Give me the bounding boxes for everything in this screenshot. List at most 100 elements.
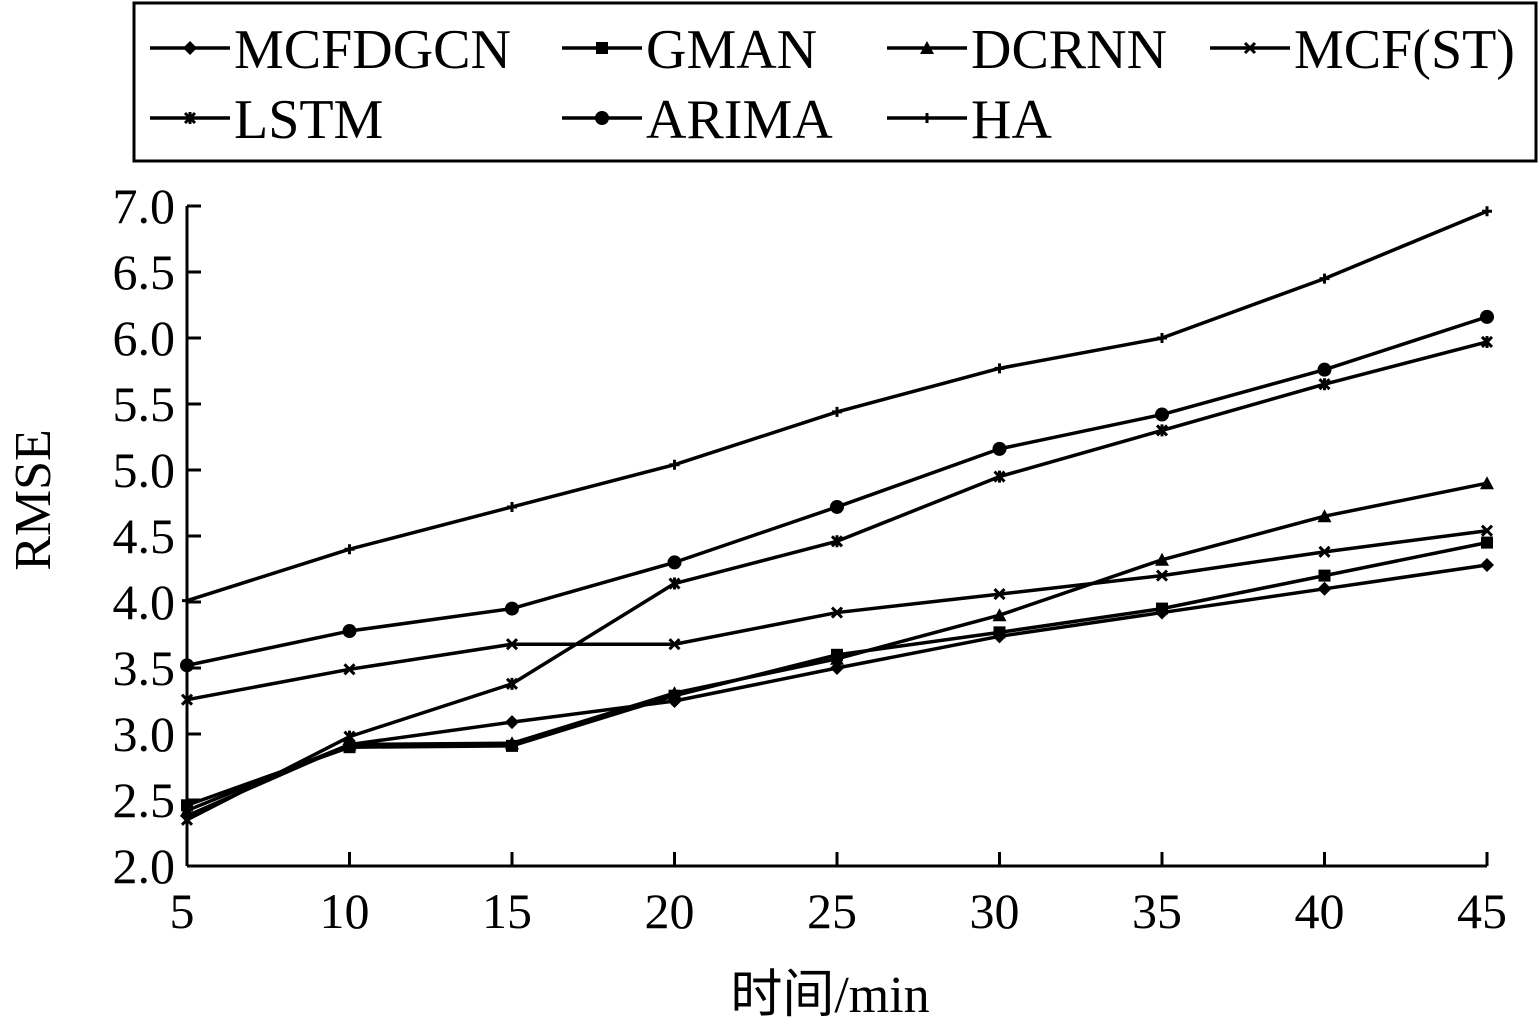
legend-entry-dcrnn: DCRNN: [887, 19, 1167, 81]
x-tick-label: 30: [970, 883, 1020, 939]
series-ha: [182, 206, 1492, 606]
series-lstm: [180, 335, 1494, 826]
data-point-ha: [669, 459, 680, 470]
series-line-dcrnn: [186, 481, 1488, 813]
data-point-mcf-st: [993, 588, 1006, 601]
data-point-ha: [344, 544, 355, 555]
data-point-mcf-st: [180, 693, 194, 706]
data-point-dcrnn: [667, 686, 682, 700]
legend-marker-lstm: [183, 111, 197, 125]
data-point-mcf-st: [505, 638, 519, 651]
legend-entry-ha: HA: [887, 89, 1052, 151]
data-point-mcfdgcn: [1480, 558, 1494, 573]
data-point-dcrnn: [992, 608, 1007, 622]
data-point-ha: [182, 595, 192, 606]
series-mcfdgcn: [180, 558, 1494, 823]
x-tick-label: 25: [807, 883, 857, 939]
legend-label-mcfdgcn: MCFDGCN: [234, 19, 511, 81]
data-point-gman: [1318, 569, 1331, 582]
data-point-arima: [992, 441, 1007, 456]
x-tick-label: 20: [645, 883, 695, 939]
data-point-arima: [1155, 407, 1169, 422]
y-axis-label: RMSE: [5, 429, 62, 571]
x-axis-label: 时间/min: [730, 967, 929, 1024]
legend-entry-mcf-st: MCF(ST): [1210, 19, 1515, 81]
y-tick-label: 4.5: [113, 508, 176, 564]
legend-entry-mcfdgcn: MCFDGCN: [150, 19, 511, 81]
data-point-arima: [1317, 362, 1332, 377]
data-point-mcf-st: [1480, 524, 1494, 537]
y-tick-label: 6.5: [113, 244, 176, 300]
series-line-mcfdgcn: [186, 563, 1488, 818]
data-point-dcrnn: [342, 737, 357, 751]
data-point-lstm: [343, 730, 356, 743]
y-tick-label: 3.5: [113, 640, 176, 696]
legend-entry-gman: GMAN: [562, 19, 817, 81]
y-tick-label: 7.0: [113, 178, 176, 234]
data-point-mcf-st: [343, 663, 356, 676]
x-tick-label: 40: [1295, 883, 1345, 939]
y-tick-label: 2.0: [113, 838, 176, 894]
data-point-arima: [1480, 309, 1494, 324]
data-point-gman: [1481, 536, 1493, 549]
data-point-dcrnn: [1155, 552, 1169, 566]
data-point-ha: [1319, 273, 1330, 284]
legend-marker-arima: [595, 111, 609, 125]
legend-marker-dcrnn: [920, 41, 934, 54]
data-point-ha: [1157, 333, 1167, 343]
data-point-ha: [507, 501, 517, 512]
data-point-mcf-st: [830, 606, 844, 619]
data-point-mcfdgcn: [505, 715, 519, 730]
x-tick-label: 10: [320, 883, 370, 939]
y-tick-label: 5.5: [113, 376, 176, 432]
data-point-lstm: [668, 577, 681, 590]
legend-marker-mcfdgcn: [183, 41, 197, 55]
y-tick-label: 5.0: [113, 442, 176, 498]
y-tick-label: 2.5: [113, 772, 176, 828]
series-dcrnn: [180, 476, 1494, 817]
data-point-arima: [505, 601, 519, 616]
data-point-lstm: [1318, 378, 1331, 391]
data-point-dcrnn: [505, 736, 519, 750]
data-point-dcrnn: [1317, 509, 1332, 523]
data-point-arima: [667, 555, 682, 570]
axes: 2.0 2.5 3.0 3.5 4.0 4.5 5.0 5.5 6.0 6.5 7.0 5 10 15 20…: [113, 178, 1508, 939]
legend-box: [132, 1, 1538, 163]
legend-label-gman: GMAN: [646, 19, 817, 81]
data-point-lstm: [993, 470, 1006, 483]
series-arima: [180, 309, 1494, 673]
data-point-dcrnn: [830, 651, 844, 665]
legend-label-mcf-st: MCF(ST): [1294, 19, 1515, 81]
series-group: [180, 206, 1494, 826]
data-point-arima: [830, 499, 844, 514]
x-tick-label: 15: [482, 883, 532, 939]
data-point-ha: [1482, 206, 1492, 217]
legend-marker-gman: [596, 42, 608, 54]
y-tick-label: 3.0: [113, 706, 176, 762]
x-tick-label: 5: [170, 883, 195, 939]
data-point-lstm: [505, 677, 519, 690]
data-point-arima: [342, 624, 357, 639]
legend-label-lstm: LSTM: [234, 89, 383, 151]
y-tick-label: 4.0: [113, 574, 176, 630]
data-point-ha: [994, 363, 1005, 374]
legend-marker-mcf-st: [1243, 41, 1257, 55]
legend-entry-lstm: LSTM: [150, 89, 383, 151]
legend-marker-ha: [922, 113, 932, 123]
data-point-dcrnn: [180, 803, 194, 817]
legend-label-dcrnn: DCRNN: [971, 19, 1167, 81]
y-tick-label: 6.0: [113, 310, 176, 366]
data-point-mcfdgcn: [1317, 581, 1332, 596]
data-point-mcf-st: [1318, 545, 1331, 558]
legend-label-ha: HA: [971, 89, 1052, 151]
data-point-lstm: [180, 813, 194, 826]
data-point-lstm: [1155, 424, 1169, 437]
legend-entry-arima: ARIMA: [562, 89, 833, 151]
x-tick-label: 45: [1457, 883, 1507, 939]
data-point-ha: [832, 406, 842, 417]
series-mcf-st: [180, 524, 1494, 706]
data-point-gman: [993, 626, 1006, 639]
data-point-lstm: [1480, 335, 1494, 349]
x-tick-label: 35: [1132, 883, 1182, 939]
